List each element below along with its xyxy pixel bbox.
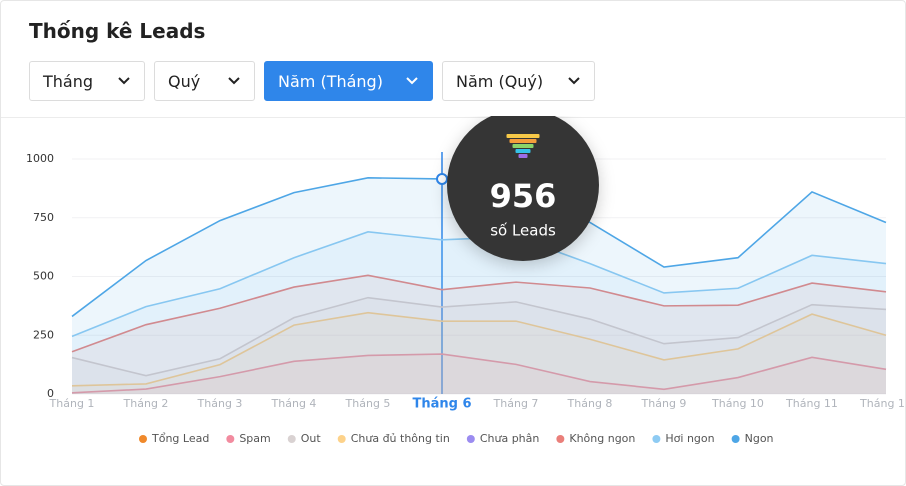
x-tick-label: Tháng 2 — [123, 397, 169, 410]
button-label: Năm (Quý) — [456, 71, 544, 91]
series-line — [71, 311, 887, 387]
x-tick-label: Tháng 12 — [859, 397, 904, 410]
y-tick-label: 0 — [47, 387, 54, 400]
chevron — [406, 77, 418, 85]
legend-dot — [226, 435, 235, 443]
tooltip-label: số Leads — [490, 222, 556, 240]
series-line — [71, 296, 887, 377]
y-tick-label: 250 — [33, 328, 54, 341]
legend-dot — [731, 435, 740, 443]
funnel-icon — [506, 134, 540, 138]
legend-label: Tổng Lead — [151, 432, 209, 445]
legend-label: Không ngon — [569, 432, 635, 445]
series-area — [72, 231, 886, 394]
legend-label: Spam — [239, 432, 270, 445]
x-tick-label: Tháng 1 — [49, 397, 95, 410]
funnel-icon — [509, 139, 537, 143]
x-tick-label: Tháng 4 — [271, 397, 317, 410]
y-tick-label: 500 — [33, 270, 54, 283]
series-area — [72, 297, 886, 394]
button-label: Tháng — [43, 71, 94, 91]
funnel-icon — [515, 149, 531, 153]
y-tick-label: 1000 — [26, 152, 54, 165]
x-tick-label: Tháng 3 — [197, 397, 243, 410]
legend-label: Chưa phân — [480, 432, 540, 445]
tooltip-value: 956 — [490, 177, 557, 215]
chevron — [568, 77, 580, 85]
legend-dot — [337, 435, 346, 443]
filter-button[interactable]: Năm (Quý) — [442, 61, 595, 101]
series-area — [72, 354, 886, 394]
chart: 0 250 500 750 1000 Tháng 1 Tháng 2 Tháng 3 Tháng… — [26, 116, 904, 445]
button-label: Quý — [168, 71, 201, 91]
x-tick-label: Tháng 7 — [493, 397, 539, 410]
filter-button[interactable]: Quý — [154, 61, 255, 101]
x-tick-label: Tháng 5 — [345, 397, 391, 410]
series-line — [71, 274, 887, 353]
chevron — [228, 77, 240, 85]
filter-button[interactable]: Năm (Tháng) — [264, 61, 433, 101]
filter-button[interactable]: Tháng — [29, 61, 145, 101]
x-tick-label: Tháng 9 — [641, 397, 687, 410]
tooltip-bubble — [447, 116, 599, 261]
x-tick-label: Tháng 6 — [412, 397, 471, 412]
series-area — [72, 312, 886, 394]
x-tick-label: Tháng 8 — [567, 397, 613, 410]
legend-dot — [652, 435, 661, 443]
series-line — [71, 353, 887, 394]
chevron — [118, 77, 130, 85]
separator — [1, 117, 905, 118]
legend-label: Hơi ngon — [665, 432, 714, 445]
legend-label: Out — [301, 432, 322, 445]
legend-dot — [466, 435, 475, 443]
x-tick-label: Tháng 10 — [711, 397, 764, 410]
highlight-point — [436, 172, 448, 185]
x-tick-label: Tháng 11 — [785, 397, 838, 410]
button-label: Năm (Tháng) — [278, 71, 383, 91]
legend-label: Chưa đủ thông tin — [351, 432, 450, 445]
series-area — [72, 275, 886, 394]
funnel-icon — [512, 144, 534, 148]
series-area — [72, 177, 886, 394]
legend-label: Ngon — [745, 432, 774, 445]
y-tick-label: 750 — [33, 211, 54, 224]
tooltip: 956 số Leads — [447, 116, 599, 261]
title: Thống kê Leads — [29, 19, 206, 43]
legend-dot — [556, 435, 565, 443]
legend-dot — [287, 435, 296, 443]
legend-dot — [139, 435, 147, 443]
funnel-icon — [518, 154, 528, 158]
